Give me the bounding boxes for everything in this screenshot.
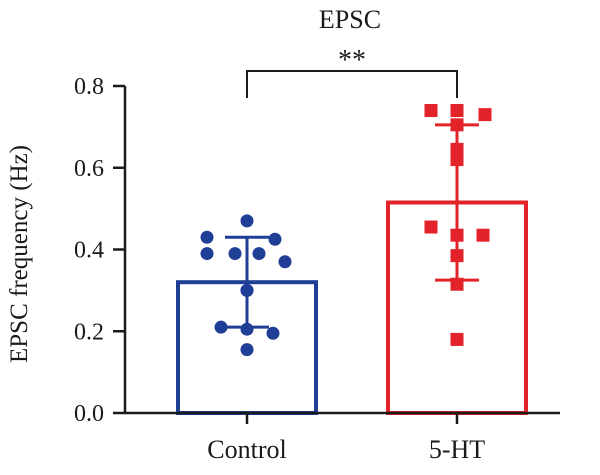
data-point xyxy=(450,249,464,263)
data-point xyxy=(240,214,254,228)
bars xyxy=(176,200,528,416)
y-tick-label: 0.0 xyxy=(74,401,104,427)
error-bars xyxy=(225,123,479,329)
chart-title: EPSC xyxy=(319,5,381,34)
y-tick-label: 0.2 xyxy=(74,319,104,345)
y-axis-label: EPSC frequency (Hz) xyxy=(6,145,33,363)
data-point xyxy=(228,247,242,261)
data-point xyxy=(450,228,464,242)
data-point xyxy=(450,153,464,167)
x-tick-label: Control xyxy=(207,435,286,464)
x-axis-labels: Control 5-HT xyxy=(207,413,485,464)
y-tick-label: 0.8 xyxy=(74,74,104,100)
data-point xyxy=(476,228,490,242)
x-tick-label: 5-HT xyxy=(429,435,485,464)
data-point xyxy=(278,255,292,269)
data-point xyxy=(200,230,214,244)
data-point xyxy=(200,247,214,261)
data-point xyxy=(450,277,464,291)
data-points xyxy=(200,104,492,357)
data-point xyxy=(240,343,254,357)
significance-line xyxy=(246,70,458,98)
data-point xyxy=(424,220,438,234)
y-tick-label: 0.4 xyxy=(74,238,104,264)
data-point xyxy=(266,326,280,340)
y-tick-label: 0.6 xyxy=(74,156,104,182)
data-point xyxy=(268,232,282,246)
data-point xyxy=(424,104,438,118)
y-axis: 0.0 0.2 0.4 0.6 0.8 xyxy=(74,74,127,427)
data-point xyxy=(240,322,254,336)
data-point xyxy=(478,108,492,122)
y-ticks: 0.0 0.2 0.4 0.6 0.8 xyxy=(74,74,125,427)
data-point xyxy=(240,283,254,297)
data-point xyxy=(450,104,464,118)
data-point xyxy=(450,118,464,132)
data-point xyxy=(252,247,266,261)
data-point xyxy=(214,320,228,334)
data-point xyxy=(450,142,464,156)
significance-label: ** xyxy=(338,45,366,76)
data-point xyxy=(450,332,464,346)
significance-bracket: ** xyxy=(246,45,458,98)
